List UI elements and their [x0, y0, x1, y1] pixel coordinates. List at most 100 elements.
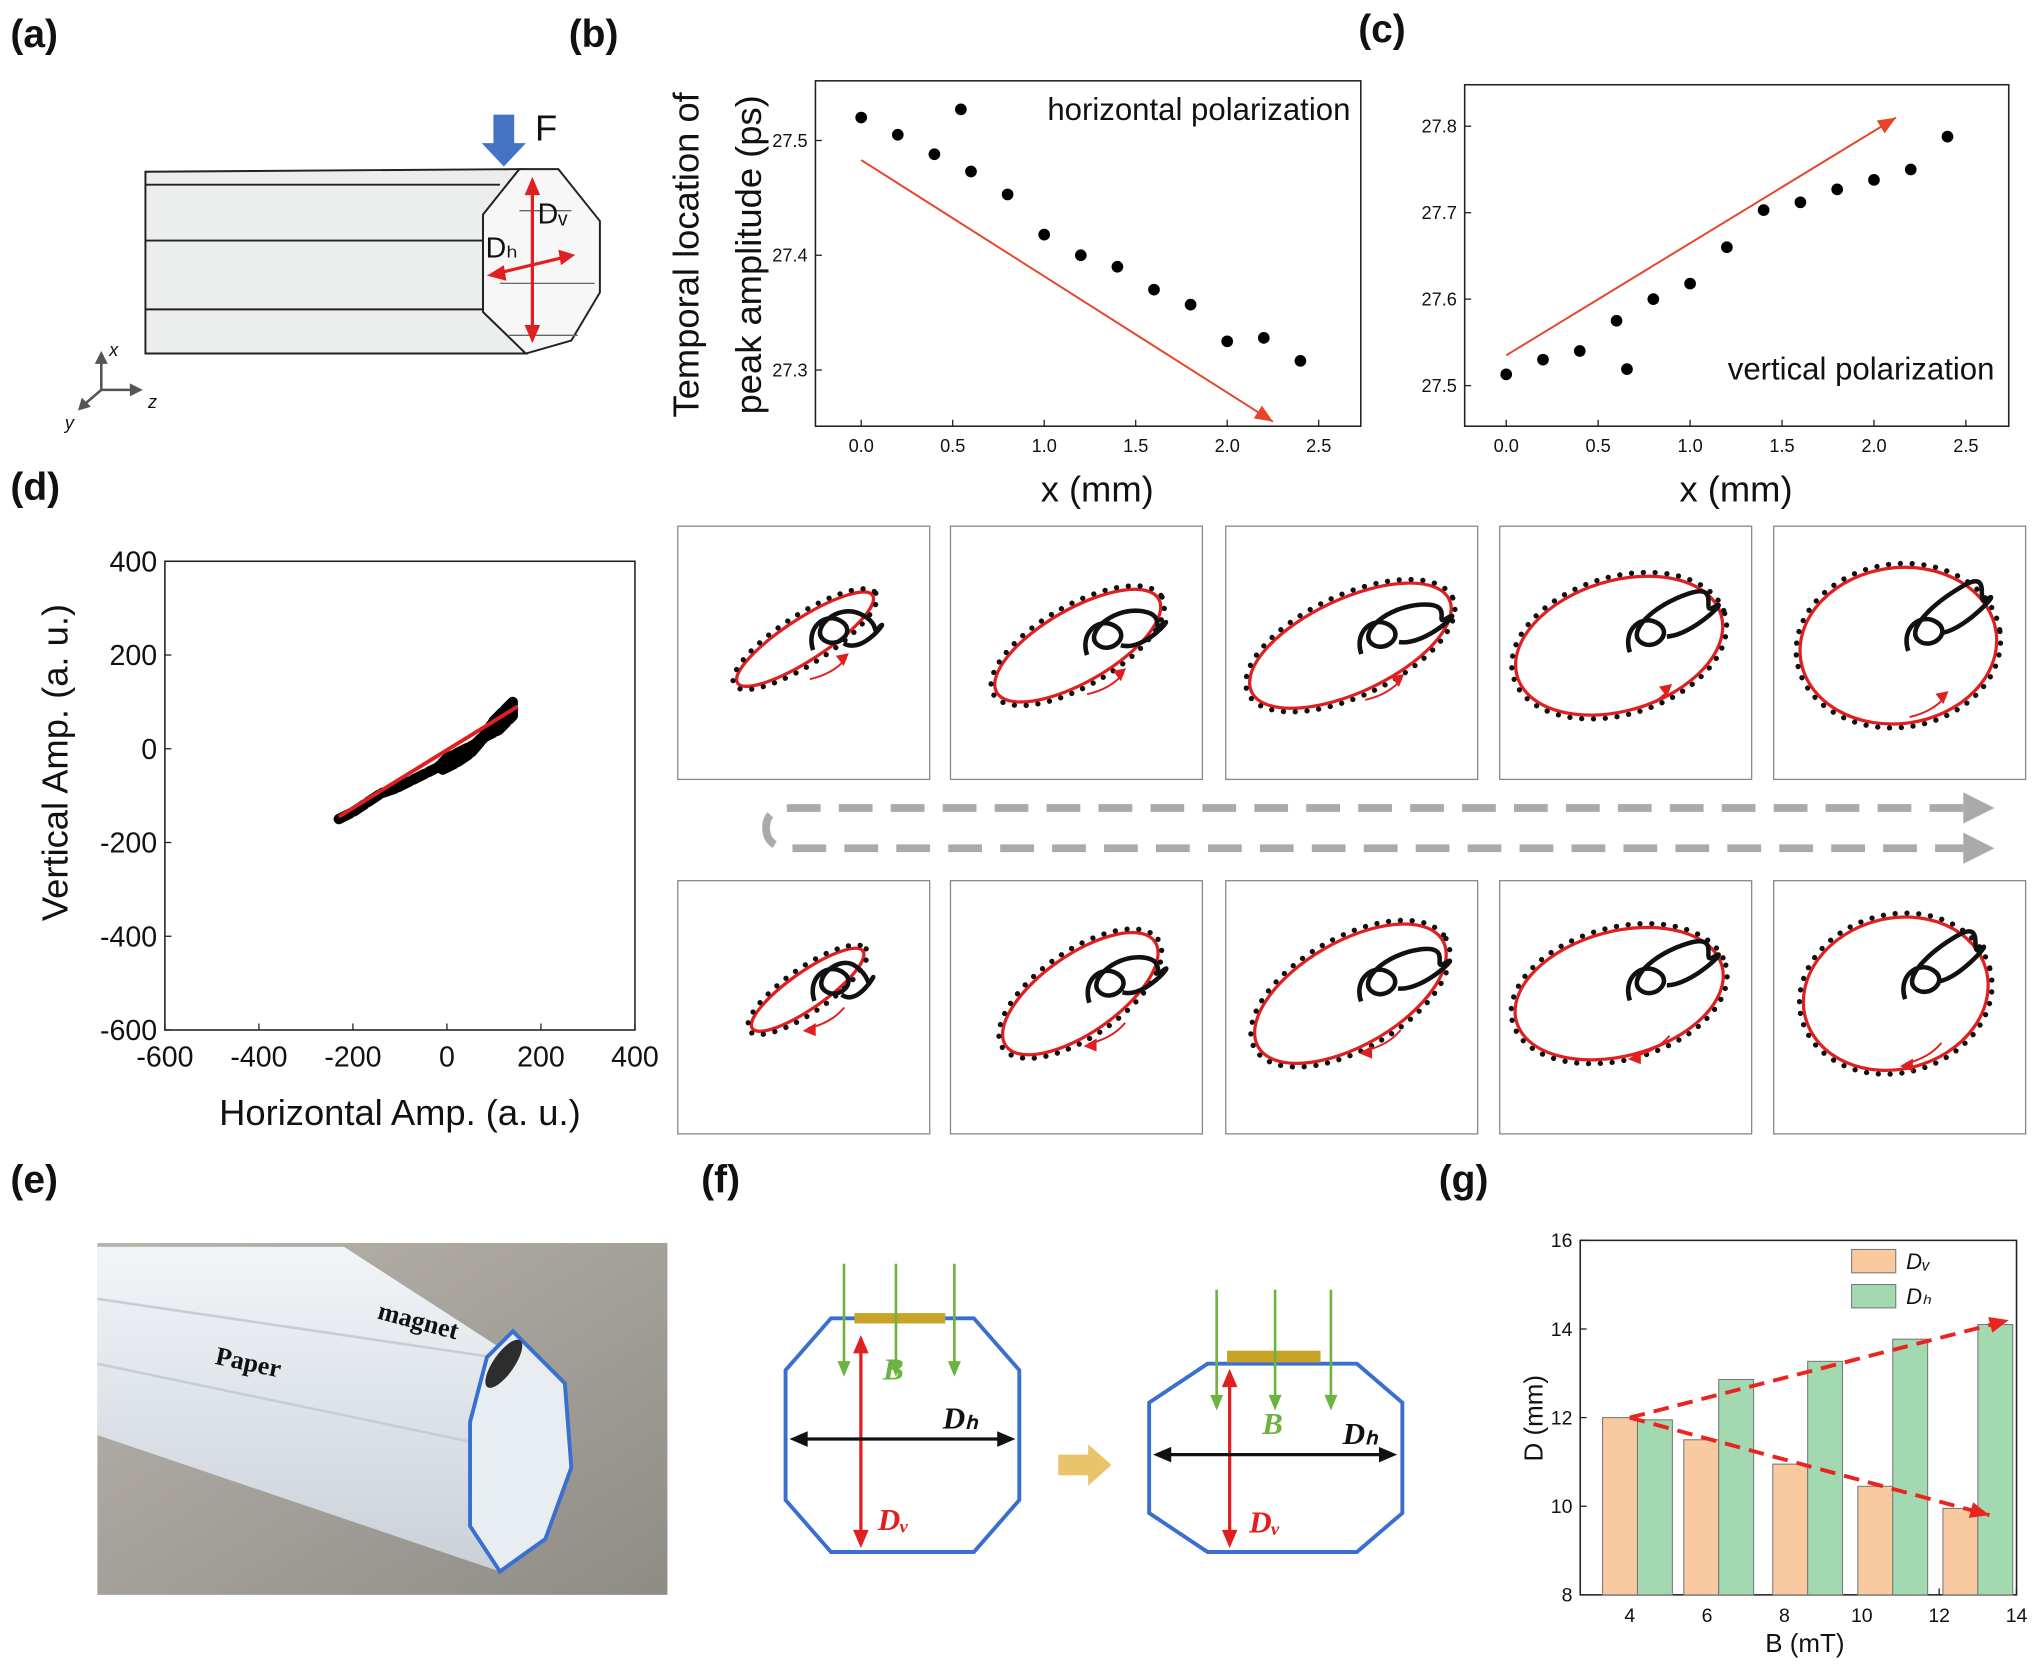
data-point: [965, 165, 977, 178]
y-tick-label: -200: [100, 828, 157, 860]
fit-ellipse: [1798, 565, 1999, 726]
y-tick-label: -600: [100, 1015, 157, 1047]
data-point: [1721, 241, 1733, 254]
octagon: [783, 1316, 1022, 1554]
dv-label: Dᵥ: [877, 1502, 909, 1537]
y-tick-label: 8: [1562, 1585, 1573, 1607]
transition-arrow: [1058, 1444, 1112, 1486]
x-tick-label: 4: [1624, 1605, 1635, 1627]
data-point: [1001, 188, 1014, 201]
x-tick-label: 0.0: [1494, 436, 1519, 456]
x-tick-label: 400: [611, 1041, 659, 1073]
dh-label: Dₕ: [942, 1401, 980, 1436]
x-axis-label: Horizontal Amp. (a. u.): [219, 1092, 581, 1133]
y-tick-label: 14: [1551, 1319, 1573, 1341]
y-tick-label: 16: [1551, 1230, 1573, 1252]
x-tick-label: 14: [2006, 1605, 2028, 1627]
x-tick-label: 12: [1928, 1605, 1950, 1627]
arrowhead: [524, 324, 541, 344]
arrowhead: [837, 1361, 851, 1377]
arrowhead: [1113, 668, 1127, 682]
fit-ellipse: [734, 590, 876, 688]
y-tick-label: 27.3: [772, 360, 807, 380]
trend-arrow: [1629, 1415, 1990, 1517]
dashed-path: [762, 804, 1964, 853]
tube-opening: [468, 1328, 574, 1575]
force-label: F: [535, 108, 557, 149]
data-point: [1257, 332, 1270, 344]
data-point: [1294, 354, 1307, 367]
field-lines: [842, 1263, 956, 1364]
fit-line: [337, 704, 519, 819]
x-tick-label: -400: [230, 1041, 287, 1073]
trajectory-loop: [809, 609, 885, 651]
data-point: [1868, 173, 1880, 186]
arrowhead: [1627, 1051, 1641, 1065]
fit-ellipse: [1252, 922, 1448, 1065]
tube: [97, 1246, 572, 1572]
data-point: [1794, 196, 1807, 209]
arrowhead: [77, 397, 91, 411]
measured-ellipse: [1796, 910, 1995, 1077]
trajectory-loop: [1085, 955, 1169, 1004]
y-tick-label: 200: [109, 640, 157, 672]
legend-label: Dₕ: [1906, 1284, 1931, 1309]
force-arrow: [481, 114, 526, 167]
measured-ellipse: [996, 926, 1165, 1061]
photo: Paper magnet: [97, 1242, 668, 1595]
arrowhead: [129, 383, 143, 397]
trajectory: [333, 696, 518, 825]
bar: [1636, 1419, 1673, 1596]
arrowhead: [1391, 673, 1405, 687]
panel-label: (a): [10, 13, 58, 56]
x-tick-label: 200: [517, 1041, 565, 1073]
tube-edge: [97, 1297, 494, 1359]
arrowhead: [1899, 1058, 1913, 1072]
y-tick-label: 400: [109, 546, 157, 578]
bar: [1772, 1463, 1809, 1596]
arrowhead: [1876, 117, 1897, 134]
arrowhead: [1153, 1446, 1172, 1463]
legend-swatch: [1851, 1283, 1897, 1309]
arrowhead: [853, 1335, 869, 1354]
measured-ellipse: [1509, 569, 1730, 722]
panel-label: (c): [1358, 8, 1406, 51]
arrowhead: [1935, 691, 1949, 705]
trajectory-loop: [1625, 939, 1721, 1002]
legend-marker: [1621, 363, 1633, 375]
legend-marker: [955, 103, 967, 116]
polarization-ellipses: [677, 525, 2027, 1135]
ellipse-panel: [677, 525, 931, 781]
arrowhead: [1268, 1394, 1282, 1411]
bar: [1718, 1378, 1755, 1596]
arrowhead: [1988, 1317, 2009, 1333]
prism-body: [144, 168, 529, 355]
y-axis-label: peak amplitude (ps): [728, 95, 769, 414]
data-point: [1074, 249, 1087, 262]
bar: [1602, 1417, 1638, 1596]
trajectory-loop: [1901, 929, 1987, 1000]
dh-arrow: [498, 255, 564, 275]
arrowhead: [1324, 1394, 1338, 1411]
y-tick-label: 27.8: [1422, 117, 1457, 137]
ellipse-panel: [949, 880, 1204, 1135]
arrowhead: [1359, 1045, 1373, 1059]
data-point: [1904, 163, 1917, 176]
axis-label: x: [108, 340, 119, 360]
data-point: [1647, 293, 1660, 305]
arrowhead: [889, 1361, 903, 1377]
data-point: [1184, 298, 1197, 311]
y-tick-label: 10: [1551, 1496, 1573, 1518]
arrowhead: [802, 1023, 816, 1037]
legend-label: Dᵥ: [1906, 1249, 1930, 1274]
y-tick-label: 27.4: [772, 246, 807, 266]
y-axis-label: Vertical Amp. (a. u.): [35, 604, 76, 921]
x-tick-label: 6: [1702, 1605, 1713, 1627]
data-point: [891, 128, 904, 141]
ellipse-panel: [949, 525, 1204, 781]
trajectory-loop: [1904, 579, 1994, 652]
ellipse-panel: [1499, 525, 1753, 781]
y-tick-label: 27.7: [1422, 203, 1457, 223]
fit-ellipse: [1000, 930, 1160, 1057]
